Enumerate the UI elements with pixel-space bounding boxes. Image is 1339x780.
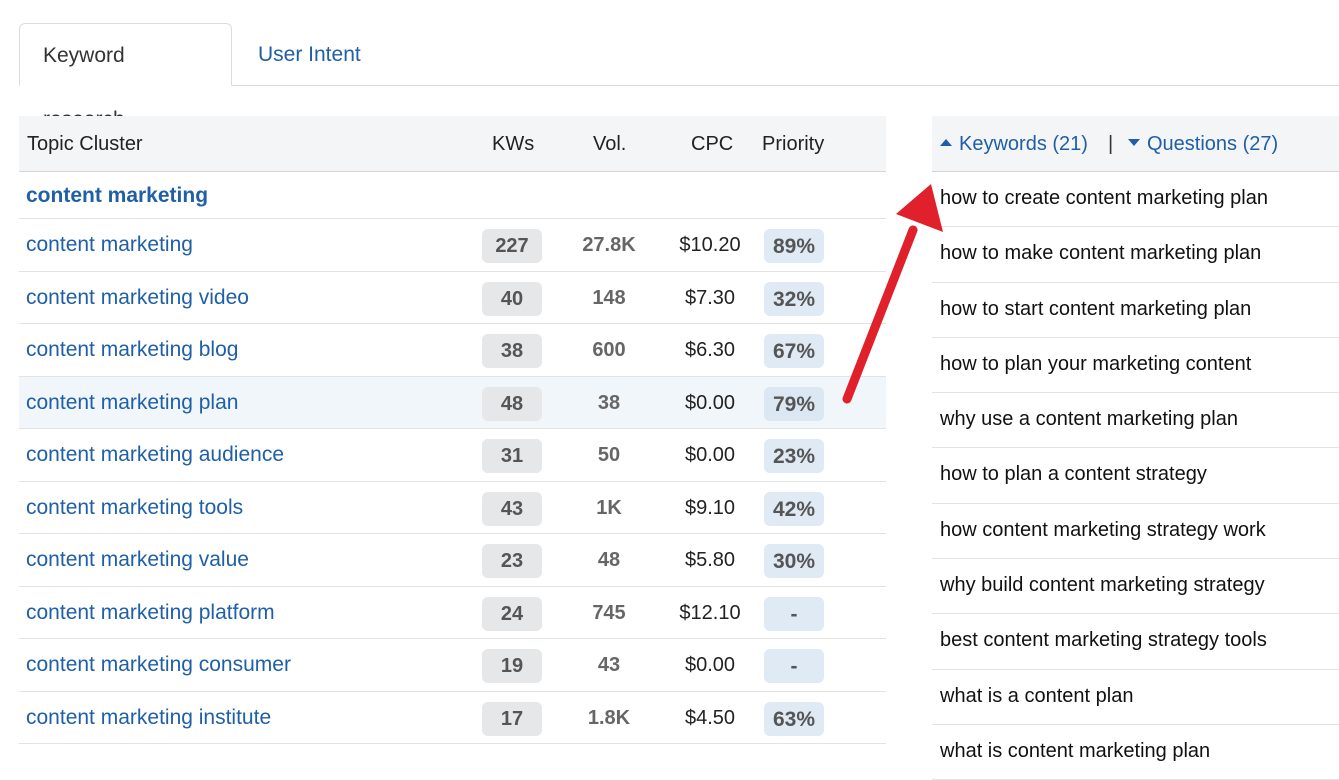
cpc-value: $7.30 [684, 286, 736, 309]
keyword-link[interactable]: content marketing plan [26, 390, 239, 414]
question-item[interactable]: how to plan your marketing content [932, 338, 1339, 394]
volume-value: 1.8K [587, 706, 631, 729]
kws-count-badge: 24 [482, 596, 542, 631]
table-row[interactable]: content marketing 227 27.8K $10.20 89% [19, 219, 886, 272]
cpc-value: $4.50 [684, 706, 736, 729]
question-item[interactable]: best content marketing strategy tools [932, 614, 1339, 670]
volume-value: 27.8K [582, 234, 636, 256]
table-row[interactable]: content marketing blog 38 600 $6.30 67% [19, 324, 886, 377]
volume-value: 745 [592, 601, 626, 624]
priority-badge: 32% [764, 281, 824, 316]
header-priority[interactable]: Priority [762, 133, 825, 155]
cpc-value: $5.80 [684, 549, 736, 571]
table-header: Topic Cluster KWs Vol. CPC Priority [19, 116, 886, 172]
table-row[interactable]: content marketing tools 43 1K $9.10 42% [19, 482, 886, 534]
header-kws[interactable]: KWs [492, 133, 535, 155]
volume-value: 148 [592, 286, 626, 309]
question-item[interactable]: what is a content plan [932, 670, 1339, 725]
priority-badge: 63% [764, 701, 824, 736]
kws-count-badge: 40 [482, 281, 542, 316]
keyword-link[interactable]: content marketing consumer [26, 653, 291, 676]
table-row[interactable]: content marketing audience 31 50 $0.00 23% [19, 429, 886, 482]
header-vol[interactable]: Vol. [593, 133, 627, 155]
keyword-link[interactable]: content marketing [26, 233, 193, 256]
tab-keyword-research[interactable]: Keyword research [19, 23, 232, 131]
keyword-link[interactable]: content marketing value [26, 548, 249, 571]
keyword-link[interactable]: content marketing video [26, 285, 249, 309]
kws-count-badge: 17 [482, 701, 542, 736]
table-row[interactable]: content marketing value 23 48 $5.80 30% [19, 534, 886, 587]
question-item[interactable]: what is content marketing plan [932, 725, 1339, 780]
questions-toggle[interactable]: Questions (27) [1128, 116, 1278, 173]
priority-badge: 42% [764, 491, 824, 526]
tab-bar: Keyword research User Intent [19, 23, 1339, 131]
question-item[interactable]: why build content marketing strategy [932, 559, 1339, 615]
priority-badge: 67% [764, 334, 824, 368]
tab-user-intent[interactable]: User Intent [258, 43, 361, 66]
panel-separator: | [1108, 133, 1114, 155]
priority-badge: 30% [764, 544, 824, 578]
keyword-link[interactable]: content marketing audience [26, 443, 284, 466]
questions-label: Questions (27) [1147, 133, 1279, 155]
kws-count-badge: 23 [482, 544, 542, 578]
question-item[interactable]: how to make content marketing plan [932, 227, 1339, 283]
header-cpc[interactable]: CPC [691, 133, 734, 155]
keyword-link[interactable]: content marketing blog [26, 338, 239, 361]
keywords-toggle[interactable]: Keywords (21) [940, 116, 1088, 173]
caret-down-icon [1128, 139, 1140, 147]
kws-count-badge: 38 [482, 334, 542, 368]
volume-value: 600 [592, 339, 626, 361]
table-row[interactable]: content marketing consumer 19 43 $0.00 - [19, 639, 886, 692]
keyword-link[interactable]: content marketing platform [26, 600, 275, 624]
group-row: content marketing [19, 172, 886, 219]
caret-up-icon [940, 139, 952, 147]
question-item[interactable]: how to start content marketing plan [932, 283, 1339, 338]
volume-value: 1K [596, 496, 622, 519]
table-row[interactable]: content marketing video 40 148 $7.30 32% [19, 272, 886, 324]
group-label[interactable]: content marketing [26, 184, 209, 207]
kws-count-badge: 227 [482, 229, 542, 263]
questions-panel: Keywords (21) | Questions (27) how to cr… [932, 116, 1339, 780]
cpc-value: $6.30 [684, 339, 736, 361]
priority-badge: 79% [764, 386, 824, 421]
panel-header: Keywords (21) | Questions (27) [932, 116, 1339, 172]
table-row[interactable]: content marketing institute 17 1.8K $4.50 63… [19, 692, 886, 744]
keywords-label: Keywords (21) [959, 133, 1088, 155]
kws-count-badge: 31 [482, 439, 542, 473]
table-row[interactable]: content marketing plan 48 38 $0.00 79% [19, 376, 886, 429]
question-item[interactable]: how to plan a content strategy [932, 448, 1339, 504]
volume-value: 38 [597, 391, 621, 414]
question-item[interactable]: how content marketing strategy work [932, 504, 1339, 560]
cpc-value: $10.20 [679, 234, 741, 256]
volume-value: 43 [597, 654, 621, 676]
kws-count-badge: 48 [482, 386, 542, 421]
cpc-value: $0.00 [684, 444, 736, 466]
priority-badge: - [764, 596, 824, 631]
keyword-link[interactable]: content marketing tools [26, 495, 244, 519]
table-row[interactable]: content marketing platform 24 745 $12.10- [19, 587, 886, 639]
priority-badge: 89% [764, 229, 824, 263]
volume-value: 48 [597, 549, 621, 571]
topic-cluster-table: Topic Cluster KWs Vol. CPC Priority cont… [19, 116, 886, 744]
priority-badge: - [764, 649, 824, 683]
volume-value: 50 [597, 444, 621, 466]
question-item[interactable]: how to create content marketing plan [932, 172, 1339, 228]
keyword-link[interactable]: content marketing institute [26, 705, 272, 729]
cpc-value: $0.00 [684, 654, 736, 676]
kws-count-badge: 43 [482, 491, 542, 526]
cpc-value: $0.00 [684, 391, 736, 414]
question-item[interactable]: why use a content marketing plan [932, 393, 1339, 449]
priority-badge: 23% [764, 439, 824, 473]
kws-count-badge: 19 [482, 649, 542, 683]
cpc-value: $12.10 [679, 601, 741, 624]
header-topic-cluster[interactable]: Topic Cluster [27, 133, 143, 155]
cpc-value: $9.10 [684, 496, 736, 519]
